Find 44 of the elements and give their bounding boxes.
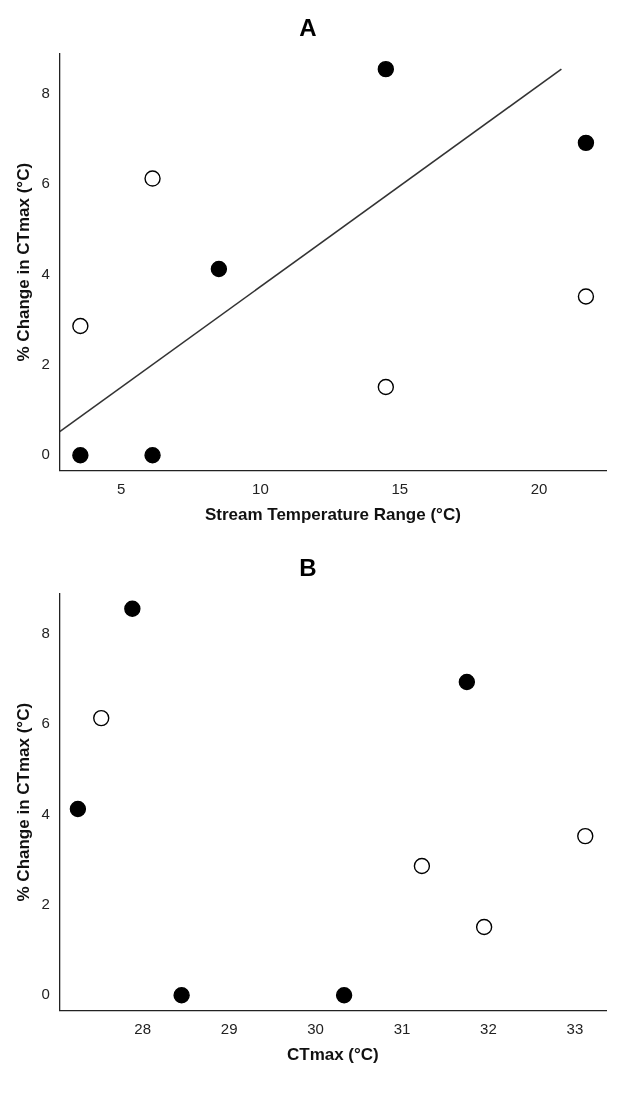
point xyxy=(124,600,141,617)
point xyxy=(144,447,161,464)
x-tick-label: 10 xyxy=(252,479,269,497)
x-tick-label: 30 xyxy=(307,1019,324,1037)
y-tick-label: 4 xyxy=(41,264,50,282)
point xyxy=(577,288,595,305)
point xyxy=(335,987,353,1004)
point xyxy=(69,800,87,818)
y-tick-label: 2 xyxy=(41,354,50,372)
x-tick-label: 5 xyxy=(116,479,126,497)
point xyxy=(72,317,89,335)
point xyxy=(72,447,89,464)
x-tick-label: 31 xyxy=(393,1019,411,1037)
chart-title: A xyxy=(299,14,317,42)
point xyxy=(413,857,431,875)
y-tick-label: 4 xyxy=(41,804,50,822)
chart-title: B xyxy=(299,554,317,582)
y-axis-title: % Change in CTmax (°C) xyxy=(13,162,33,362)
x-tick-label: 33 xyxy=(566,1019,584,1037)
y-axis-title: % Change in CTmax (°C) xyxy=(13,702,33,902)
point xyxy=(144,170,161,187)
point xyxy=(377,60,395,78)
y-tick-label: 8 xyxy=(41,623,50,641)
x-tick-label: 32 xyxy=(480,1019,497,1037)
point xyxy=(475,918,493,936)
y-tick-label: 2 xyxy=(41,894,50,912)
y-tick-label: 8 xyxy=(41,83,50,101)
x-tick-label: 29 xyxy=(220,1019,238,1037)
point xyxy=(210,260,228,278)
y-tick-label: 6 xyxy=(41,174,50,192)
x-axis-title: Stream Temperature Range (°C) xyxy=(204,505,461,525)
x-tick-label: 15 xyxy=(391,479,409,497)
x-tick-label: 28 xyxy=(134,1019,152,1037)
point xyxy=(173,987,190,1004)
point xyxy=(577,134,595,152)
y-tick-label: 0 xyxy=(41,445,50,463)
point xyxy=(377,378,395,396)
y-tick-label: 0 xyxy=(41,985,50,1003)
point xyxy=(577,827,594,845)
x-tick-label: 20 xyxy=(530,479,548,497)
y-tick-label: 6 xyxy=(41,714,50,732)
point xyxy=(93,709,110,727)
point xyxy=(458,673,476,691)
x-axis-title: CTmax (°C) xyxy=(286,1045,379,1065)
